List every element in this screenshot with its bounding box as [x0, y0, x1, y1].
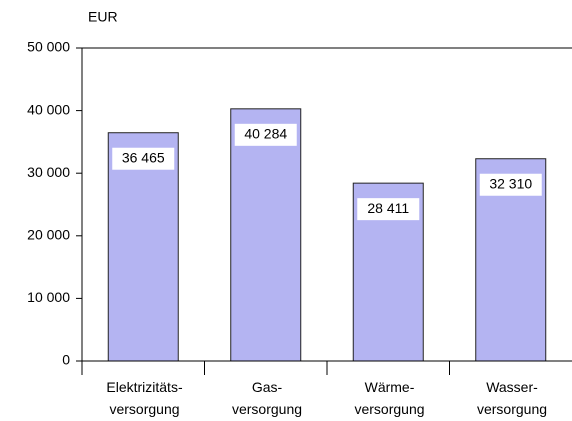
y-tick-label: 20 000 [27, 227, 70, 243]
value-label: 28 411 [367, 200, 409, 216]
value-label-box [357, 198, 420, 221]
value-label-box [112, 147, 175, 170]
x-tick-label: Elektrizitäts- versorgung [106, 379, 183, 417]
y-tick-label: 40 000 [27, 101, 70, 117]
x-tick-label: Wasser- versorgung [476, 379, 548, 417]
x-tick-label: Gas- versorgung [231, 379, 303, 417]
value-label-box [479, 173, 542, 196]
x-tick-label: Wärme- versorgung [354, 379, 425, 417]
value-label-box [234, 123, 297, 146]
value-label: 32 310 [489, 175, 532, 191]
y-tick-label: 50 000 [27, 39, 70, 55]
bar [230, 108, 302, 362]
y-axis-label: EUR [88, 9, 118, 25]
value-label: 40 284 [244, 126, 287, 142]
bar [107, 132, 179, 362]
y-tick-label: 30 000 [27, 164, 70, 180]
value-label: 36 465 [122, 149, 165, 165]
y-tick-label: 0 [62, 352, 70, 368]
y-tick-label: 10 000 [27, 289, 70, 305]
